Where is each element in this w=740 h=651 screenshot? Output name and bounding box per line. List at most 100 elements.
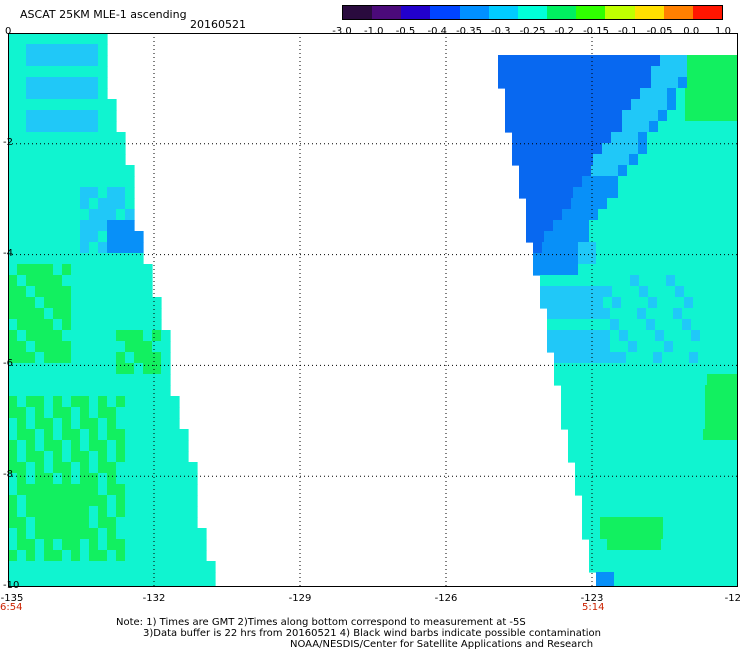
swath-cell [708, 176, 718, 188]
swath-cell [170, 484, 180, 496]
swath-cell [107, 539, 117, 551]
swath-cell [623, 264, 633, 276]
swath-cell [17, 187, 27, 199]
swath-cell [35, 319, 45, 331]
swath-cell [62, 319, 72, 331]
swath-cell [652, 209, 662, 221]
swath-cell [640, 99, 650, 111]
swath-cell [17, 385, 27, 397]
swath-cell [665, 484, 675, 496]
swath-cell [35, 220, 45, 232]
swath-cell [44, 451, 54, 463]
swath-cell [633, 77, 643, 89]
swath-cell [620, 484, 630, 496]
swath-cell [116, 264, 126, 276]
swath-cell [125, 462, 135, 474]
swath-cell [648, 286, 658, 298]
swath-cell [733, 231, 738, 243]
swath-cell [80, 209, 90, 221]
swath-cell [723, 385, 733, 397]
swath-cell [98, 528, 108, 540]
swath-cell [179, 528, 189, 540]
swath-cell [80, 220, 90, 232]
latitude-label: -2 [3, 136, 13, 148]
swath-cell [685, 429, 695, 441]
swath-cell [723, 396, 733, 408]
swath-cell [161, 352, 171, 364]
swath-cell [505, 88, 515, 100]
swath-cell [639, 275, 649, 287]
swath-cell [621, 275, 631, 287]
swath-cell [17, 176, 27, 188]
swath-cell [80, 440, 90, 452]
swath-cell [674, 473, 684, 485]
swath-cell [17, 33, 27, 45]
swath-cell [627, 495, 637, 507]
swath-cell [606, 385, 616, 397]
swath-cell [89, 77, 99, 89]
swath-cell [696, 396, 706, 408]
swath-cell [35, 385, 45, 397]
swath-cell [735, 176, 738, 188]
swath-cell [605, 264, 615, 276]
swath-cell [80, 341, 90, 353]
swath-cell [62, 286, 72, 298]
swath-cell [643, 231, 653, 243]
swath-cell [566, 132, 576, 144]
swath-cell [697, 220, 707, 232]
swath-cell [152, 583, 162, 587]
swath-cell [542, 264, 552, 276]
swath-cell [107, 198, 117, 210]
swath-cell [98, 55, 108, 67]
swath-cell [561, 77, 571, 89]
swath-cell [8, 396, 18, 408]
swath-cell [695, 242, 705, 254]
swath-cell [586, 110, 596, 122]
swath-cell [143, 308, 153, 320]
swath-cell [17, 242, 27, 254]
swath-cell [564, 165, 574, 177]
swath-cell [688, 539, 698, 551]
swath-cell [680, 352, 690, 364]
swath-cell [663, 176, 673, 188]
swath-cell [125, 187, 135, 199]
swath-cell [678, 396, 688, 408]
swath-cell [44, 176, 54, 188]
swath-cell [591, 506, 601, 518]
swath-cell [702, 286, 712, 298]
swath-cell [53, 253, 63, 265]
color-scale-tick: -0.15 [583, 26, 609, 37]
swath-cell [80, 242, 90, 254]
swath-cell [687, 418, 697, 430]
swath-cell [152, 352, 162, 364]
swath-cell [547, 308, 557, 320]
swath-cell [696, 66, 706, 78]
swath-cell [152, 319, 162, 331]
swath-cell [671, 363, 681, 375]
longitude-label: -123 [580, 593, 604, 604]
swath-cell [607, 231, 617, 243]
swath-cell [514, 121, 524, 133]
swath-cell [618, 495, 628, 507]
swath-cell [726, 165, 736, 177]
swath-cell [661, 220, 671, 232]
swath-cell [645, 165, 655, 177]
swath-cell [692, 462, 702, 474]
swath-cell [107, 253, 117, 265]
swath-cell [519, 165, 529, 177]
swath-cell [80, 88, 90, 100]
swath-cell [134, 550, 144, 562]
swath-cell [35, 374, 45, 386]
swath-cell [89, 297, 99, 309]
swath-cell [35, 165, 45, 177]
swath-cell [53, 176, 63, 188]
swath-cell [26, 220, 36, 232]
swath-cell [498, 66, 508, 78]
swath-cell [44, 132, 54, 144]
swath-cell [724, 539, 734, 551]
swath-cell [602, 132, 612, 144]
swath-cell [673, 308, 683, 320]
swath-cell [98, 550, 108, 562]
swath-cell [53, 220, 63, 232]
swath-cell [35, 77, 45, 89]
